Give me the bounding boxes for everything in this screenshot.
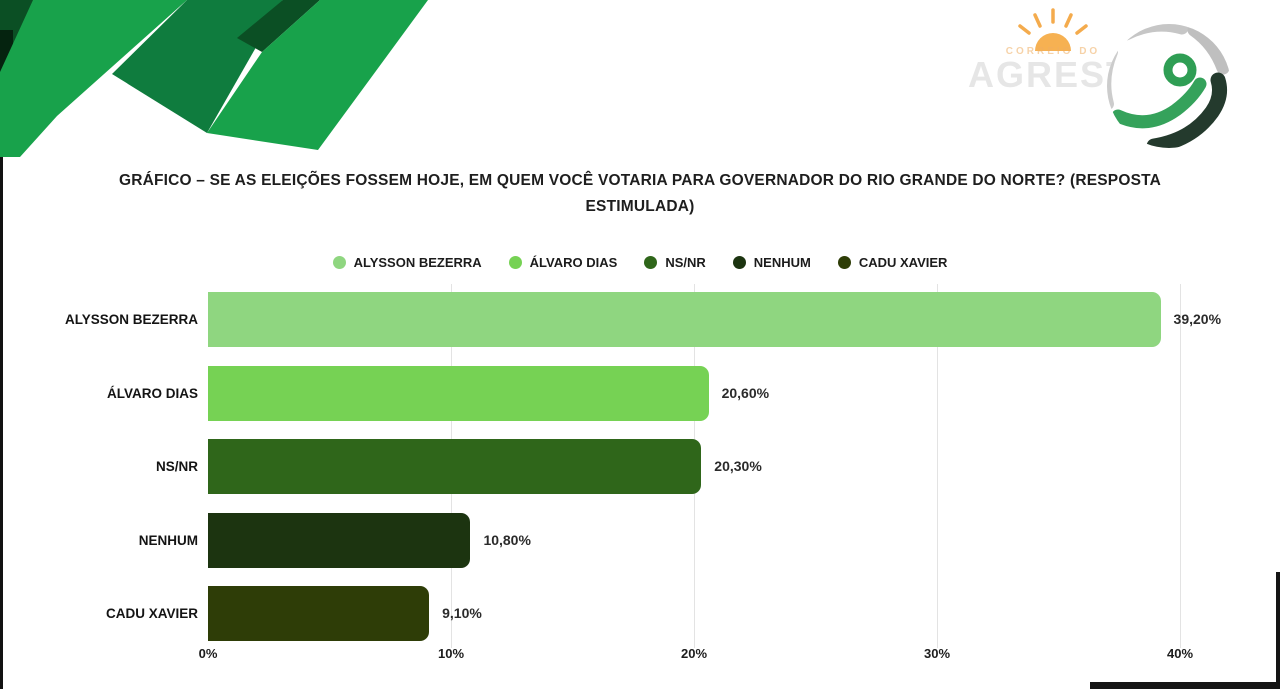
globe-swoosh-logo-icon: [1107, 24, 1231, 148]
bar: [208, 439, 702, 494]
value-label: 9,10%: [442, 605, 482, 621]
chart-title: GRÁFICO – SE AS ELEIÇÕES FOSSEM HOJE, EM…: [118, 172, 1162, 215]
category-label: NENHUM: [138, 532, 198, 548]
legend-dot-icon: [332, 256, 346, 269]
category-label: CADU XAVIER: [105, 606, 198, 621]
legend-dot-icon: [644, 256, 658, 269]
legend-label: CADU XAVIER: [858, 255, 948, 270]
left-edge-artifact: [0, 0, 3, 689]
category-label: ÁLVARO DIAS: [107, 385, 198, 401]
bar: [208, 586, 430, 641]
sun-rays-icon: [1018, 8, 1088, 51]
corner-ribbon-decoration: [0, 0, 428, 157]
legend-item: CADU XAVIER: [837, 255, 948, 270]
category-label: NS/NR: [155, 459, 198, 474]
legend-label: ÁLVARO DIAS: [529, 255, 618, 270]
legend-dot-icon: [837, 256, 851, 269]
value-label: 20,60%: [721, 384, 770, 401]
legend: ALYSSON BEZERRA ÁLVARO DIAS NS/NR NENHUM CAD…: [0, 255, 1280, 270]
bar: [208, 365, 709, 421]
legend-dot-icon: [508, 256, 522, 269]
value-label: 39,20%: [1173, 311, 1222, 327]
legend-dot-icon: [732, 256, 746, 269]
legend-item: ÁLVARO DIAS: [508, 255, 618, 270]
bar: [208, 512, 471, 568]
gridline-40%: [1180, 284, 1181, 648]
legend-label: NS/NR: [665, 255, 706, 270]
legend-item: NS/NR: [644, 255, 706, 270]
legend-item: NENHUM: [732, 255, 811, 270]
value-label: 20,30%: [714, 458, 762, 474]
x-axis-tick-30%: 30%: [923, 646, 951, 661]
bottom-edge-artifact: [1090, 682, 1280, 689]
x-axis-tick-40%: 40%: [1166, 646, 1194, 661]
right-edge-artifact: [1276, 572, 1280, 689]
legend-item: ALYSSON BEZERRA: [332, 255, 482, 270]
legend-label: NENHUM: [753, 255, 811, 270]
x-axis-tick-10%: 10%: [437, 646, 465, 661]
x-axis-tick-20%: 20%: [680, 646, 708, 661]
gridline-30%: [937, 284, 938, 648]
value-label: 10,80%: [483, 531, 531, 548]
x-axis-tick-0%: 0%: [198, 646, 218, 661]
bar: [208, 292, 1161, 347]
legend-label: ALYSSON BEZERRA: [353, 255, 482, 270]
category-label: ALYSSON BEZERRA: [64, 312, 198, 327]
